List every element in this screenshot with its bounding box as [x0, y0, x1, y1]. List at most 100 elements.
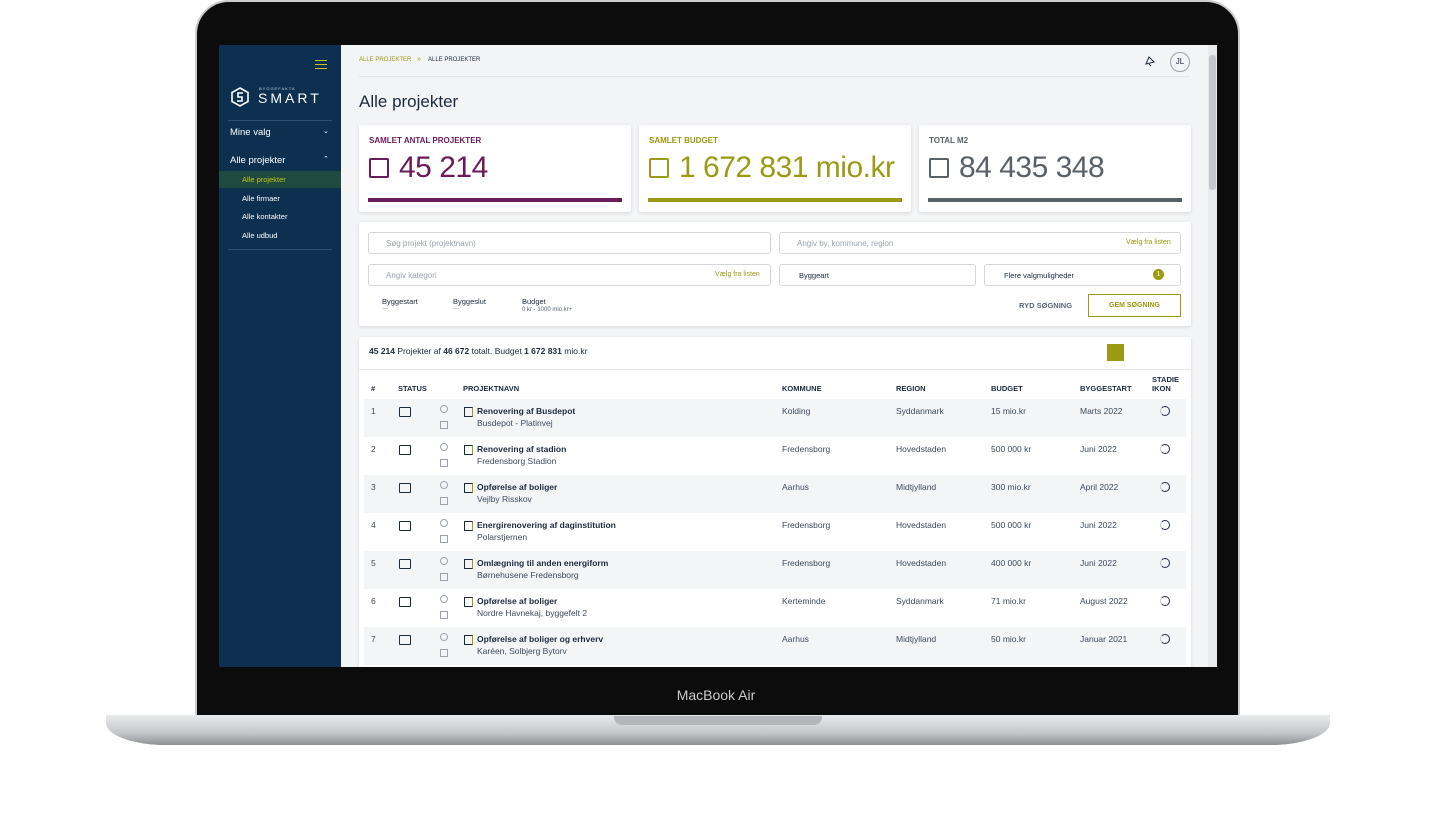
select[interactable] [779, 264, 976, 286]
view-toggle[interactable] [1107, 344, 1124, 361]
status-icon [399, 521, 411, 531]
logo: SMART [258, 90, 322, 106]
note-icon [440, 421, 448, 429]
table-row[interactable] [364, 627, 1186, 665]
project-name[interactable]: Renovering af stadion [477, 444, 567, 454]
project-sub: Polarstjernen [477, 532, 528, 542]
filter-label[interactable]: Byggeslut [453, 297, 486, 306]
subnav-item[interactable]: Alle firmaer [242, 194, 280, 203]
filter-value: 0 kr - 1000 mio.kr+ [522, 307, 573, 313]
kommune: Aarhus [782, 634, 809, 644]
kommune: Fredensborg [782, 520, 831, 530]
alarm-icon [440, 557, 448, 565]
alarm-icon [440, 519, 448, 527]
filter-label[interactable]: Budget [522, 297, 546, 306]
project-name[interactable]: Renovering af Busdepot [477, 406, 576, 416]
menu-icon[interactable] [315, 60, 327, 69]
project-icon [464, 559, 473, 569]
byggestart: August 2022 [1080, 596, 1128, 606]
subnav-item[interactable]: Alle projekter [242, 175, 286, 184]
select-label: Flere valgmuligheder [1004, 271, 1075, 280]
column-header: KOMMUNE [782, 384, 822, 393]
laptop-notch [614, 716, 822, 725]
search-input[interactable] [779, 232, 1181, 254]
byggestart: Juni 2022 [1080, 444, 1117, 454]
row-number: 4 [371, 520, 376, 530]
project-name[interactable]: Energirenovering af daginstitution [477, 520, 616, 530]
clear-button[interactable]: RYD SØGNING [1019, 301, 1073, 310]
row-number: 7 [371, 634, 376, 644]
stadie-icon [1160, 444, 1170, 454]
stat-bar [648, 198, 902, 202]
badge: 1 [1153, 269, 1164, 280]
table-row[interactable] [364, 513, 1186, 551]
table-row[interactable] [364, 399, 1186, 437]
column-header: BUDGET [991, 384, 1023, 393]
select[interactable] [984, 264, 1181, 286]
alarm-icon [440, 633, 448, 641]
note-icon [440, 573, 448, 581]
subnav-item[interactable]: Alle udbud [242, 231, 278, 240]
note-icon [440, 535, 448, 543]
region: Midtjylland [896, 482, 937, 492]
note-icon [440, 611, 448, 619]
pick-link[interactable]: Vælg fra listen [715, 271, 760, 278]
region: Hovedstaden [896, 444, 947, 454]
nav-item[interactable]: Alle projekter [230, 155, 286, 166]
stat-bar [368, 198, 622, 202]
breadcrumb-sep: » [417, 56, 421, 63]
stadie-icon [1160, 558, 1170, 568]
row-number: 1 [371, 406, 376, 416]
search-input[interactable] [368, 232, 771, 254]
byggestart: Marts 2022 [1080, 406, 1123, 416]
table-row[interactable] [364, 589, 1186, 627]
breadcrumb[interactable]: ALLE PROJEKTER [359, 57, 412, 63]
project-name[interactable]: Omlægning til anden energiform [477, 558, 609, 568]
summary-text: totalt. Budget [471, 346, 522, 356]
row-number: 6 [371, 596, 376, 606]
nav-item[interactable]: Mine valg [230, 127, 271, 138]
logo-small: BYGGEFAKTA [259, 86, 296, 91]
row-number: 5 [371, 558, 376, 568]
project-name[interactable]: Opførelse af boliger og erhverv [477, 634, 604, 644]
summary-text: Projekter af [397, 346, 441, 356]
page-title: Alle projekter [359, 92, 459, 111]
region: Syddanmark [896, 596, 944, 606]
row-number: 2 [371, 444, 376, 454]
notify-icon[interactable] [1143, 54, 1157, 68]
kommune: Fredensborg [782, 558, 831, 568]
scrollbar[interactable] [1208, 45, 1217, 667]
row-number: 3 [371, 482, 376, 492]
pick-link[interactable]: Vælg fra listen [1126, 239, 1171, 246]
table-row[interactable] [364, 551, 1186, 589]
project-name[interactable]: Opførelse af boliger [477, 596, 558, 606]
subnav-item[interactable]: Alle kontakter [242, 212, 288, 221]
save-button[interactable]: GEM SØGNING [1088, 294, 1181, 317]
stadie-icon [1160, 406, 1170, 416]
summary-budget: 1 672 831 [524, 346, 562, 356]
budget: 50 mio.kr [991, 634, 1026, 644]
region: Hovedstaden [896, 558, 947, 568]
status-icon [399, 407, 411, 417]
filter-label[interactable]: Byggestart [382, 297, 418, 306]
table-row[interactable] [364, 437, 1186, 475]
project-name[interactable]: Opførelse af boliger [477, 482, 558, 492]
sidebar: BYGGEFAKTA SMART Mine valg ⌄ Alle projek… [219, 45, 341, 667]
region: Hovedstaden [896, 520, 947, 530]
kommune: Aarhus [782, 482, 809, 492]
kommune: Kolding [782, 406, 811, 416]
table-row[interactable] [364, 475, 1186, 513]
table-rule [359, 369, 1191, 370]
stat-icon [929, 158, 949, 178]
status-icon [399, 483, 411, 493]
project-sub: Vejlby Risskov [477, 494, 532, 504]
project-icon [464, 597, 473, 607]
device-label: MacBook Air [676, 687, 756, 703]
column-header: STADIE IKON [1152, 375, 1179, 393]
user-avatar[interactable]: JL [1170, 52, 1190, 72]
byggestart: Juni 2022 [1080, 520, 1117, 530]
status-icon [399, 559, 411, 569]
budget: 500 000 kr [991, 520, 1032, 530]
region: Syddanmark [896, 406, 944, 416]
search-input[interactable] [368, 264, 771, 286]
